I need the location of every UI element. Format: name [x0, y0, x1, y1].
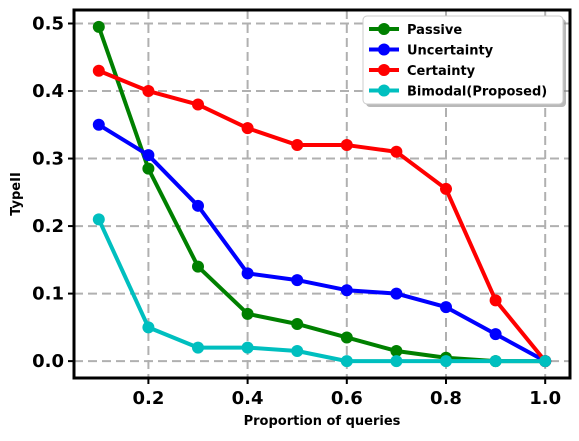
data-point [192, 199, 204, 212]
series-line [96, 217, 548, 364]
y-axis-title: TypeII [9, 172, 24, 216]
x-axis-title: Proportion of queries [244, 414, 401, 429]
data-point [390, 287, 403, 300]
data-point [291, 317, 304, 330]
data-point [340, 139, 353, 152]
data-point [92, 118, 105, 131]
data-point [241, 307, 254, 320]
legend-item: Bimodal(Proposed) [369, 84, 547, 100]
x-tick-label: 0.4 [232, 388, 264, 409]
data-point [340, 284, 353, 297]
y-tick-label: 0.4 [32, 81, 64, 102]
legend-label: Passive [407, 23, 462, 38]
data-point [92, 20, 105, 33]
series-uncertainty [92, 118, 552, 368]
y-tick-label: 0.1 [32, 284, 64, 305]
data-point [192, 260, 204, 273]
data-point [489, 328, 502, 341]
x-tick-label: 0.8 [430, 388, 462, 409]
data-point [241, 341, 254, 354]
data-point [291, 274, 304, 287]
axis-ticks: 0.2 0.4 0.6 0.8 1.0 0.0 0.1 0.2 0.3 0.4 0.5 [32, 14, 561, 409]
legend-swatch-marker [378, 84, 390, 97]
legend-label: Uncertainty [407, 44, 494, 59]
legend-item: Certainty [369, 64, 476, 79]
data-point [440, 355, 452, 368]
legend-item: Passive [369, 23, 462, 38]
data-point [291, 139, 304, 152]
data-point [192, 341, 204, 354]
data-point [142, 321, 155, 334]
data-point [92, 64, 105, 77]
data-point [539, 355, 552, 368]
data-point [390, 355, 403, 368]
legend-label: Bimodal(Proposed) [407, 85, 547, 100]
series-bimodal-proposed- [92, 213, 552, 368]
y-tick-label: 0.5 [32, 14, 64, 35]
data-point [142, 162, 155, 175]
series-line [96, 122, 548, 364]
data-point [241, 122, 254, 135]
data-point [92, 213, 105, 226]
data-point [489, 355, 502, 368]
y-tick-label: 0.0 [32, 351, 64, 372]
legend: Passive Uncertainty Certainty Bimodal(Propo… [362, 15, 566, 107]
legend-swatch-marker [378, 43, 390, 56]
legend-swatch-marker [378, 23, 390, 35]
plot-frame [72, 8, 572, 380]
legend-item: Uncertainty [369, 43, 494, 59]
data-point [390, 145, 403, 158]
legend-swatch-marker [378, 64, 390, 76]
data-point [241, 267, 254, 280]
x-tick-label: 0.6 [331, 388, 363, 409]
data-point [291, 344, 304, 357]
data-point [340, 355, 353, 368]
data-point [489, 294, 502, 307]
data-point [192, 98, 204, 111]
data-point [440, 182, 452, 195]
data-point [440, 301, 452, 314]
data-point [340, 331, 353, 344]
data-point [142, 149, 155, 162]
series-group [92, 20, 552, 368]
series-line [96, 68, 548, 364]
x-tick-label: 1.0 [529, 388, 561, 409]
y-tick-label: 0.3 [32, 149, 64, 170]
data-point [142, 85, 155, 98]
series-certainty [92, 64, 552, 368]
legend-label: Certainty [407, 64, 476, 79]
x-tick-label: 0.2 [132, 388, 164, 409]
y-tick-label: 0.2 [32, 216, 64, 237]
data-point [390, 344, 403, 357]
legend-box [362, 15, 564, 105]
